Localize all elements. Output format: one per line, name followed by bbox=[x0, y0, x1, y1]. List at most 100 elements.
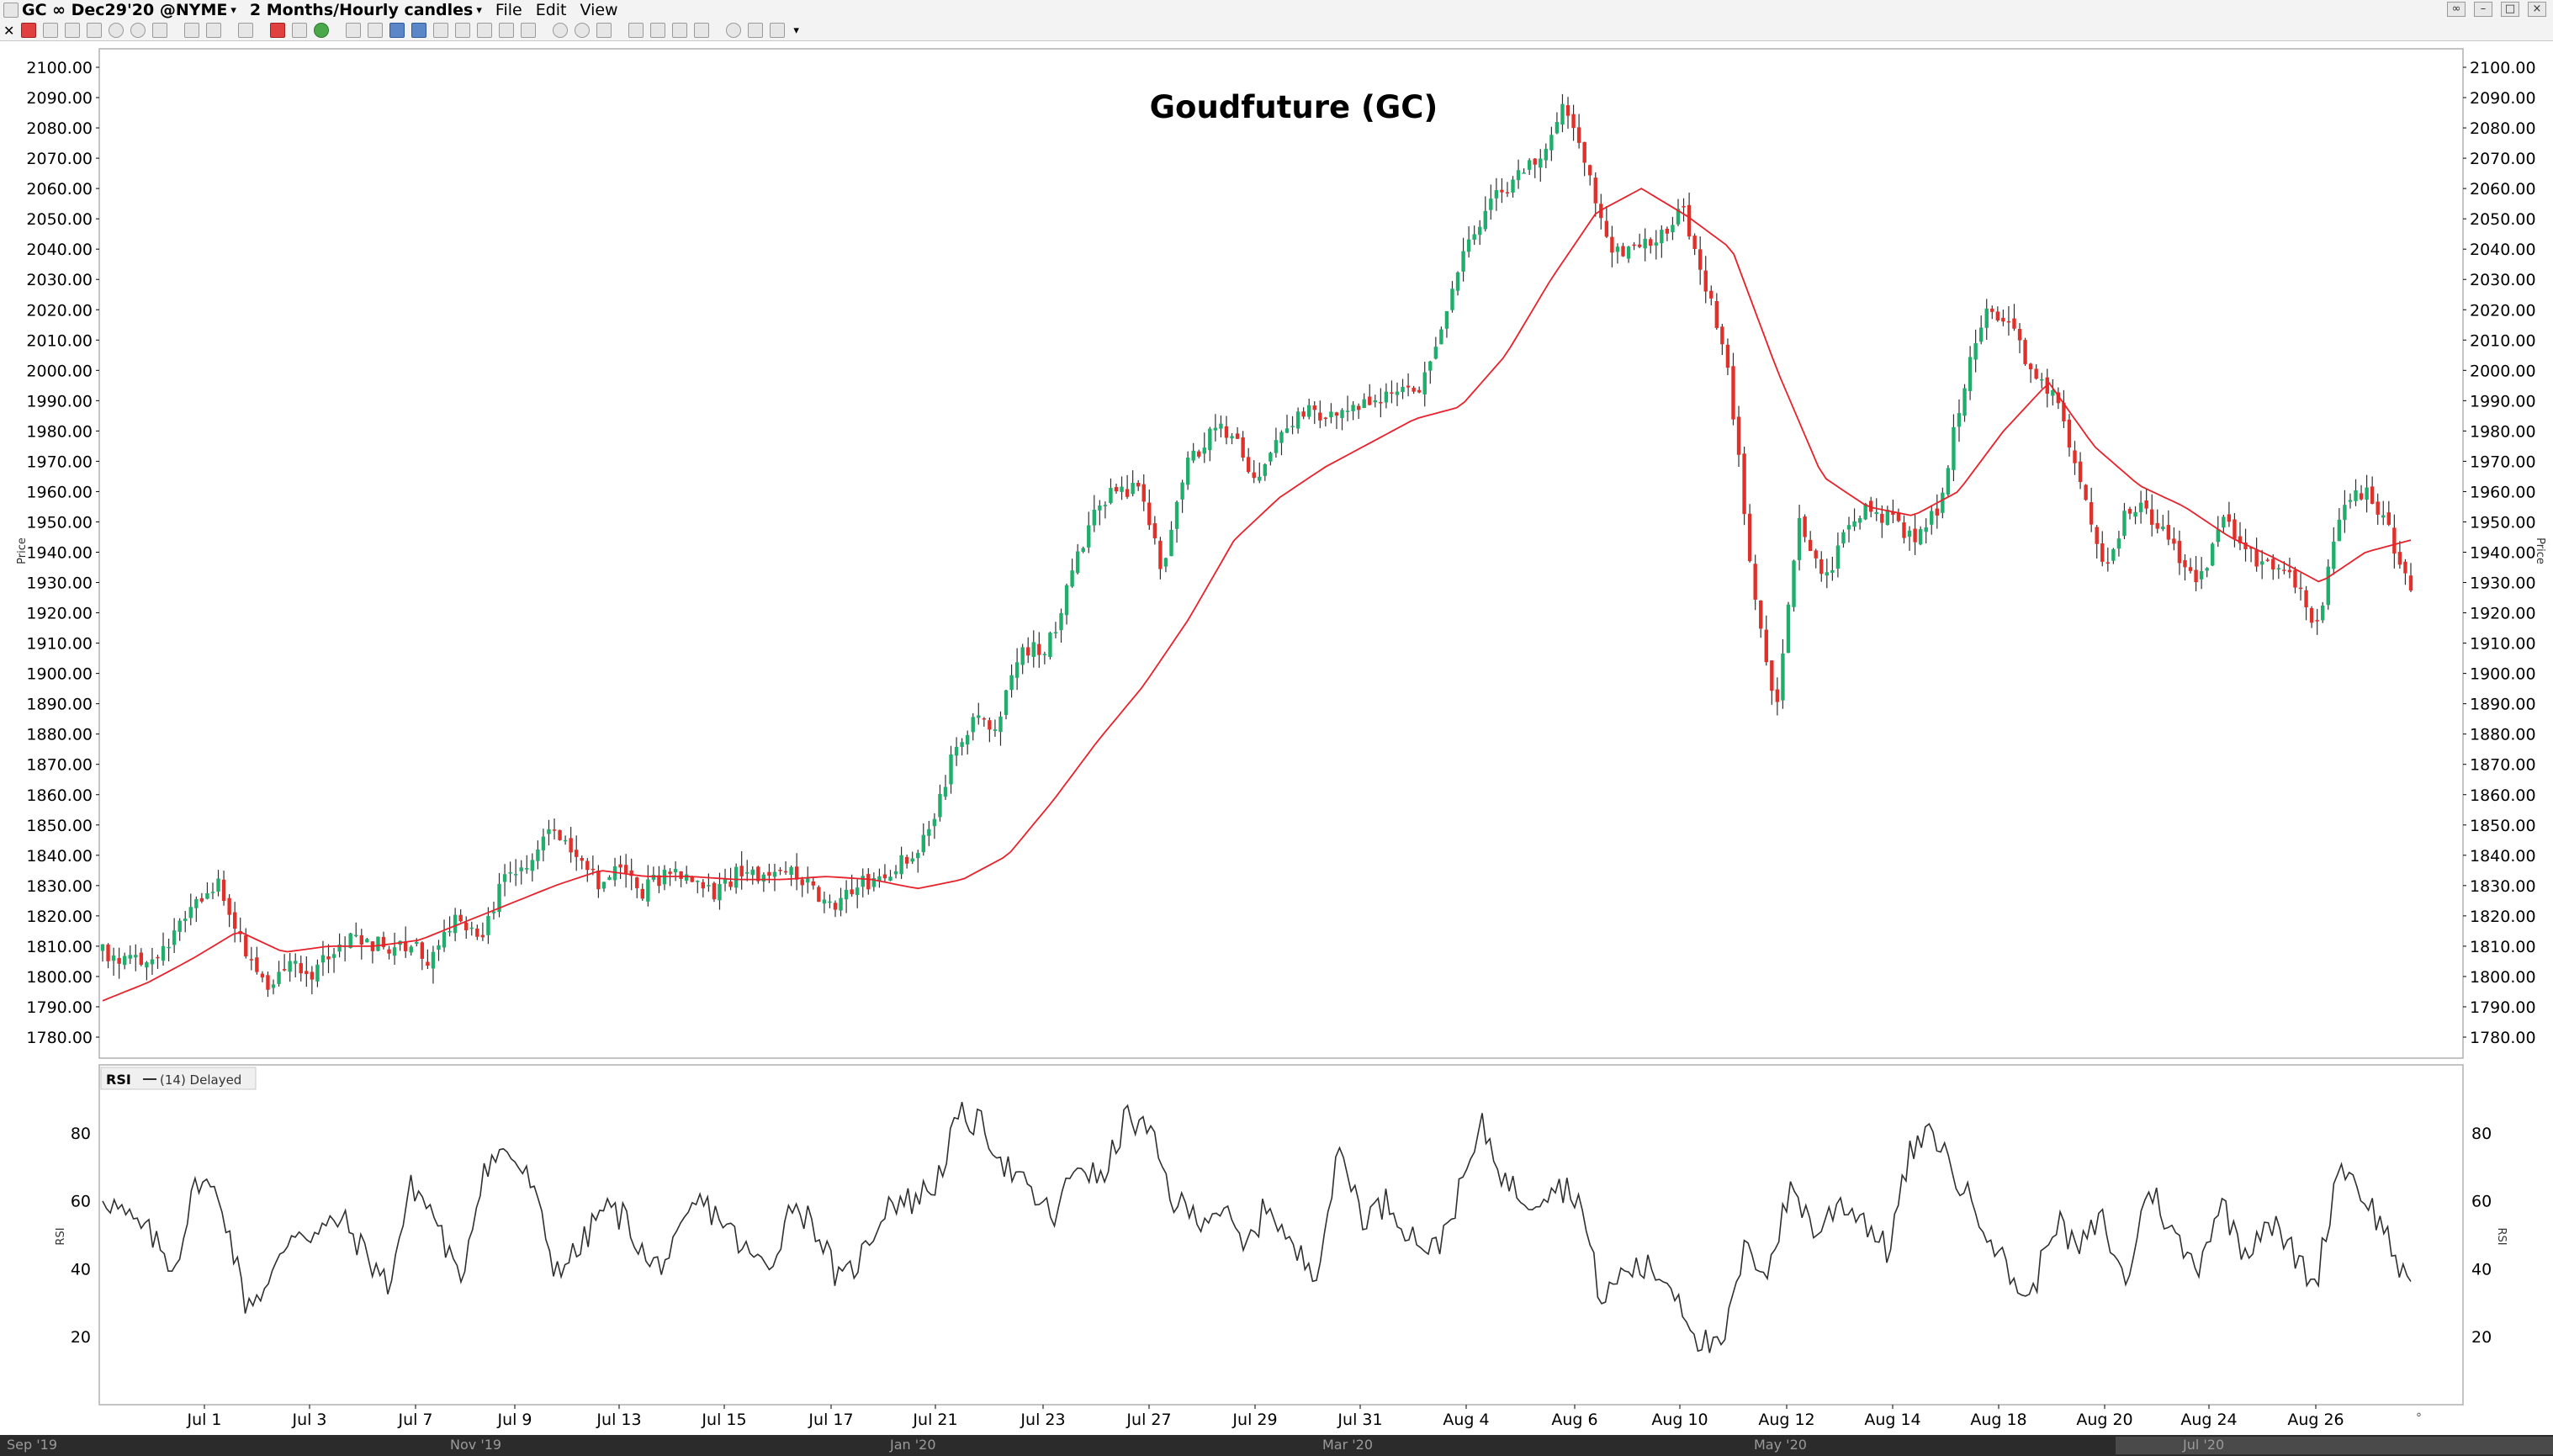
price-tick-label: 1870.00 bbox=[26, 756, 93, 775]
candle-body bbox=[1390, 392, 1394, 394]
cursor-icon[interactable] bbox=[43, 23, 59, 38]
candle-body bbox=[156, 956, 160, 959]
image-icon[interactable] bbox=[184, 23, 200, 38]
square-icon[interactable] bbox=[152, 23, 168, 38]
candle-body bbox=[437, 945, 441, 950]
refresh-icon[interactable] bbox=[314, 23, 330, 38]
candle-body bbox=[1048, 633, 1052, 657]
minimize-icon[interactable]: – bbox=[2474, 2, 2492, 17]
timeline-visible-range[interactable] bbox=[2116, 1437, 2553, 1454]
cross-icon[interactable] bbox=[346, 23, 362, 38]
candle-body bbox=[2051, 389, 2055, 396]
candle-style-icon[interactable] bbox=[628, 23, 644, 38]
price-tick-label: 1800.00 bbox=[2470, 968, 2536, 987]
candle-body bbox=[646, 879, 650, 902]
price-tick-label: 1790.00 bbox=[2470, 998, 2536, 1017]
candle-body bbox=[216, 878, 220, 892]
close-icon[interactable]: × bbox=[2528, 2, 2546, 17]
candle-body bbox=[1781, 653, 1785, 701]
settings-icon[interactable] bbox=[726, 23, 742, 38]
candle-body bbox=[128, 955, 132, 959]
candle-body bbox=[899, 855, 903, 875]
price-tick-label: 1950.00 bbox=[2470, 513, 2536, 532]
measure-icon[interactable] bbox=[477, 23, 493, 38]
zoom-in-icon[interactable] bbox=[553, 23, 569, 38]
info-icon[interactable] bbox=[389, 23, 405, 38]
chevron-down-icon[interactable]: ▾ bbox=[793, 24, 799, 37]
window-controls: ∞ – □ × bbox=[2447, 2, 2546, 17]
pencil-icon[interactable] bbox=[270, 23, 286, 38]
candle-body bbox=[1671, 225, 1675, 233]
menu-view[interactable]: View bbox=[580, 1, 618, 19]
price-tick-label: 2060.00 bbox=[2470, 180, 2536, 199]
wrench-icon[interactable] bbox=[770, 23, 786, 38]
area-style-icon[interactable] bbox=[694, 23, 710, 38]
candle-body bbox=[1014, 662, 1020, 678]
candle-body bbox=[2034, 368, 2038, 379]
maximize-icon[interactable]: □ bbox=[2501, 2, 2519, 17]
candle-body bbox=[232, 912, 237, 929]
print-icon[interactable] bbox=[87, 23, 103, 38]
candle-body bbox=[861, 876, 865, 887]
candle-body bbox=[1621, 246, 1625, 257]
grid-icon[interactable] bbox=[65, 23, 81, 38]
candle-body bbox=[1863, 503, 1867, 520]
bar-style-icon[interactable] bbox=[650, 23, 666, 38]
line-style-icon[interactable] bbox=[672, 23, 688, 38]
price-tick-label: 1940.00 bbox=[26, 544, 93, 563]
date-tick-label: Jul 15 bbox=[701, 1411, 746, 1429]
candle-body bbox=[2265, 559, 2270, 561]
rsi-plot-frame bbox=[98, 1064, 2464, 1406]
pin-icon[interactable]: ∞ bbox=[2447, 2, 2466, 17]
candle-body bbox=[1478, 226, 1482, 236]
price-tick-label: 1870.00 bbox=[2470, 756, 2536, 775]
sync-icon[interactable] bbox=[748, 23, 764, 38]
globe-icon[interactable] bbox=[130, 23, 146, 38]
candle-body bbox=[2177, 541, 2182, 564]
alert-icon[interactable] bbox=[411, 23, 427, 38]
rsi-tick-label: 20 bbox=[2471, 1328, 2492, 1347]
bars-icon[interactable] bbox=[206, 23, 222, 38]
candle-body bbox=[833, 903, 838, 910]
menu-edit[interactable]: Edit bbox=[535, 1, 567, 19]
undo-icon[interactable] bbox=[433, 23, 449, 38]
crosshair-icon[interactable] bbox=[21, 23, 37, 38]
chevron-down-icon[interactable]: ▾ bbox=[230, 3, 236, 17]
text-icon[interactable] bbox=[292, 23, 308, 38]
candle-body bbox=[2332, 541, 2336, 569]
candle-body bbox=[1522, 172, 1526, 174]
candle-body bbox=[227, 897, 231, 915]
interval-selector[interactable]: 2 Months/Hourly candles bbox=[249, 1, 474, 19]
candle-body bbox=[1284, 428, 1290, 433]
candle-body bbox=[1279, 432, 1284, 443]
clock-icon[interactable] bbox=[109, 23, 124, 38]
chevron-down-icon[interactable]: ▾ bbox=[476, 3, 482, 17]
zoom-fit-icon[interactable] bbox=[596, 23, 612, 38]
candle-body bbox=[1610, 236, 1614, 253]
filter-icon[interactable] bbox=[238, 23, 254, 38]
channel-tool-icon[interactable] bbox=[521, 23, 537, 38]
redo-icon[interactable] bbox=[455, 23, 471, 38]
candle-body bbox=[2023, 340, 2027, 364]
candle-body bbox=[1852, 521, 1856, 527]
candle-body bbox=[601, 882, 606, 889]
zoom-out-icon[interactable] bbox=[575, 23, 591, 38]
drag-icon[interactable] bbox=[368, 23, 384, 38]
rsi-axis-label-left: RSI bbox=[55, 1227, 67, 1245]
rsi-panel: RSI (14) Delayed RSI RSI 20 40 60 80 20 40 60… bbox=[55, 1064, 2508, 1406]
candle-body bbox=[2227, 514, 2232, 522]
candle-body bbox=[921, 834, 925, 853]
candle-body bbox=[640, 888, 644, 899]
close-chart-icon[interactable]: ✕ bbox=[3, 22, 15, 39]
menu-file[interactable]: File bbox=[495, 1, 522, 19]
candle-body bbox=[988, 720, 992, 730]
candle-body bbox=[1191, 450, 1195, 461]
candle-body bbox=[365, 939, 369, 943]
date-tick-label: Aug 18 bbox=[1970, 1411, 2026, 1429]
candle-body bbox=[1120, 486, 1124, 492]
symbol-selector[interactable]: GC ∞ Dec29'20 @NYME bbox=[22, 1, 228, 19]
candle-body bbox=[2006, 320, 2011, 323]
candle-body bbox=[629, 870, 633, 876]
price-tick-label: 1920.00 bbox=[26, 605, 93, 623]
line-tool-icon[interactable] bbox=[499, 23, 515, 38]
